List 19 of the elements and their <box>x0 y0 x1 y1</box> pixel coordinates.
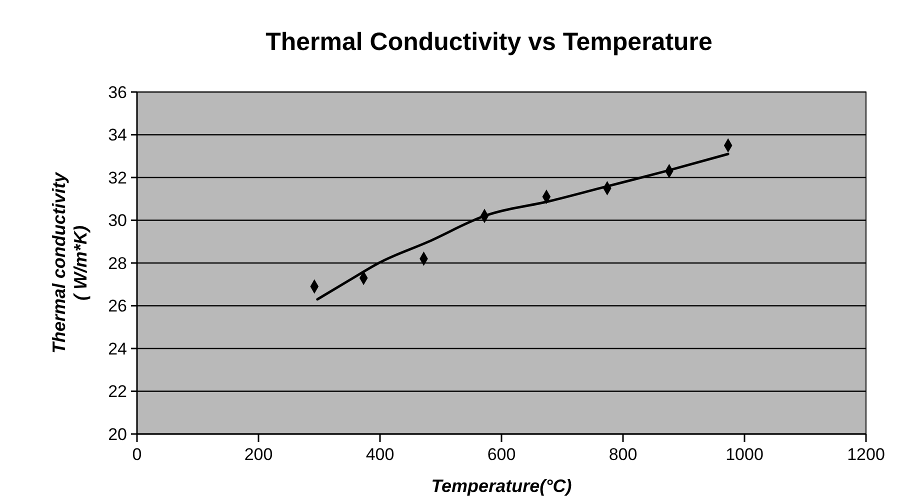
x-axis-title: Temperature(°C) <box>431 476 572 496</box>
y-tick-label: 24 <box>108 339 127 358</box>
y-axis-title: Thermal conductivity ( W/m*K) <box>49 171 91 354</box>
y-tick-label: 36 <box>108 82 127 102</box>
y-tick-label: 30 <box>108 211 127 230</box>
y-tick-label: 28 <box>108 254 127 273</box>
x-tick-label: 0 <box>132 445 142 464</box>
y-tick-label: 34 <box>108 126 127 145</box>
x-tick-label: 1000 <box>726 445 764 464</box>
x-tick-label: 1200 <box>847 445 885 464</box>
y-tick-label: 26 <box>108 296 127 316</box>
x-tick-label: 400 <box>366 445 394 464</box>
x-tick-label: 600 <box>487 445 516 464</box>
y-tick-label: 22 <box>108 382 127 402</box>
y-tick-label: 32 <box>108 168 127 188</box>
x-tick-label: 800 <box>608 445 638 464</box>
chart-title: Thermal Conductivity vs Temperature <box>266 28 713 56</box>
x-tick-label: 200 <box>244 445 273 464</box>
y-tick-label: 20 <box>108 424 127 444</box>
